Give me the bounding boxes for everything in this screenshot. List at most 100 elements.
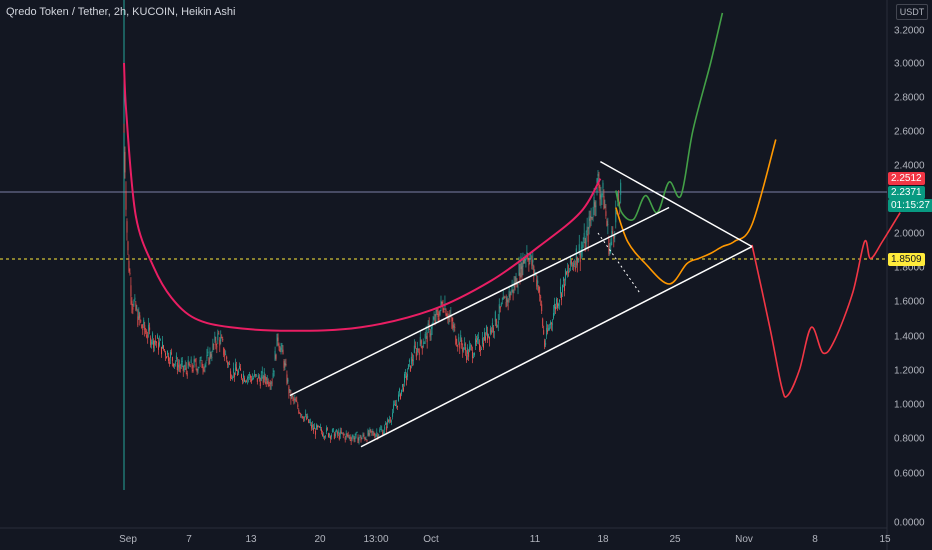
candle-body <box>510 291 512 295</box>
currency-unit-label[interactable]: USDT <box>896 4 928 20</box>
candle-body <box>437 313 439 317</box>
candle-body <box>273 370 275 372</box>
candle-body <box>172 363 174 367</box>
candle-body <box>256 378 258 382</box>
candle-body <box>473 357 475 358</box>
candle-body <box>282 349 284 355</box>
candle-body <box>224 355 226 357</box>
candle-body <box>350 439 352 442</box>
candle-body <box>289 389 291 392</box>
candle-body <box>451 317 453 322</box>
candle-body <box>287 379 289 382</box>
candle-body <box>148 324 150 332</box>
candle-body <box>404 373 405 383</box>
candle-body <box>299 412 301 414</box>
candle-body <box>526 252 528 256</box>
candle-body <box>519 272 521 282</box>
trend-line[interactable] <box>289 206 670 397</box>
chart-title: Qredo Token / Tether, 2h, KUCOIN, Heikin… <box>6 6 236 18</box>
candle-body <box>414 346 416 348</box>
candle-body <box>454 326 456 328</box>
candle-body <box>560 286 561 294</box>
candle-body <box>364 437 366 440</box>
candle-body <box>149 327 151 331</box>
candle-body <box>138 310 140 319</box>
candle-body <box>469 346 471 352</box>
time-axis[interactable]: Sep 7 13 20 13:00 Oct 11 18 25 Nov 8 15 <box>119 534 891 545</box>
candle-body <box>552 323 554 325</box>
candle-body <box>239 365 240 369</box>
price-tick-label: 1.4000 <box>894 332 925 343</box>
candle-body <box>166 357 167 359</box>
current-price-badge: 2.2371 <box>888 186 925 199</box>
candle-body <box>137 316 139 326</box>
candle-body <box>158 342 160 350</box>
price-tick-label: 1.6000 <box>894 297 925 308</box>
candle-body <box>209 351 211 358</box>
candle-body <box>524 258 526 262</box>
dotted-projection-line[interactable] <box>597 232 640 293</box>
candle-body <box>125 191 127 210</box>
candle-body <box>357 437 359 444</box>
candle-body <box>133 301 135 306</box>
candle-body <box>418 352 420 355</box>
candle-body <box>304 416 306 419</box>
candle-body <box>481 348 482 350</box>
countdown-badge: 01:15:27 <box>888 199 932 212</box>
candle-body <box>457 346 459 347</box>
candle-body <box>608 239 610 254</box>
time-tick-label: Oct <box>423 534 439 545</box>
last-close-badge: 2.2512 <box>888 172 925 185</box>
trend-line[interactable] <box>360 245 753 448</box>
candle-body <box>403 387 404 392</box>
candle-body <box>159 341 160 346</box>
candle-body <box>353 438 355 441</box>
candle-body <box>171 357 173 361</box>
candle-body <box>551 323 553 324</box>
candle-body <box>182 365 184 371</box>
candle-body <box>211 356 213 358</box>
candle-body <box>145 331 147 333</box>
candle-body <box>386 426 388 430</box>
trend-line[interactable] <box>600 160 753 248</box>
candle-body <box>416 347 418 353</box>
candle-body <box>319 426 320 428</box>
candle-body <box>395 405 397 406</box>
candle-body <box>254 374 256 376</box>
candle-body <box>217 333 219 341</box>
candle-body <box>542 318 544 327</box>
candle-body <box>411 359 413 362</box>
candle-body <box>577 259 579 263</box>
candle-body <box>380 429 382 431</box>
candle-body <box>274 350 276 361</box>
candle-body <box>296 401 298 403</box>
candle-body <box>530 253 532 257</box>
candle-body <box>489 328 491 334</box>
price-tick-label: 2.6000 <box>894 127 925 138</box>
candle-body <box>150 337 152 346</box>
candle-body <box>323 435 324 437</box>
candle-body <box>128 260 130 272</box>
time-tick-label: 15 <box>879 534 891 545</box>
candle-body <box>260 375 262 381</box>
candle-body <box>568 271 570 273</box>
candle-body <box>484 336 486 341</box>
candle-body <box>281 345 283 347</box>
candle-body <box>262 376 264 383</box>
candle-body <box>553 313 555 319</box>
candle-body <box>496 325 498 327</box>
candle-body <box>198 367 200 369</box>
candle-body <box>139 315 141 320</box>
candle-body <box>400 393 401 399</box>
candle-body <box>361 437 363 440</box>
candle-body <box>164 349 165 351</box>
candle-body <box>401 389 402 395</box>
candle-body <box>147 337 149 339</box>
candle-body <box>365 438 367 440</box>
candle-body <box>201 362 203 368</box>
candle-body <box>316 424 318 430</box>
candle-body <box>378 434 380 437</box>
candle-body <box>428 324 430 325</box>
